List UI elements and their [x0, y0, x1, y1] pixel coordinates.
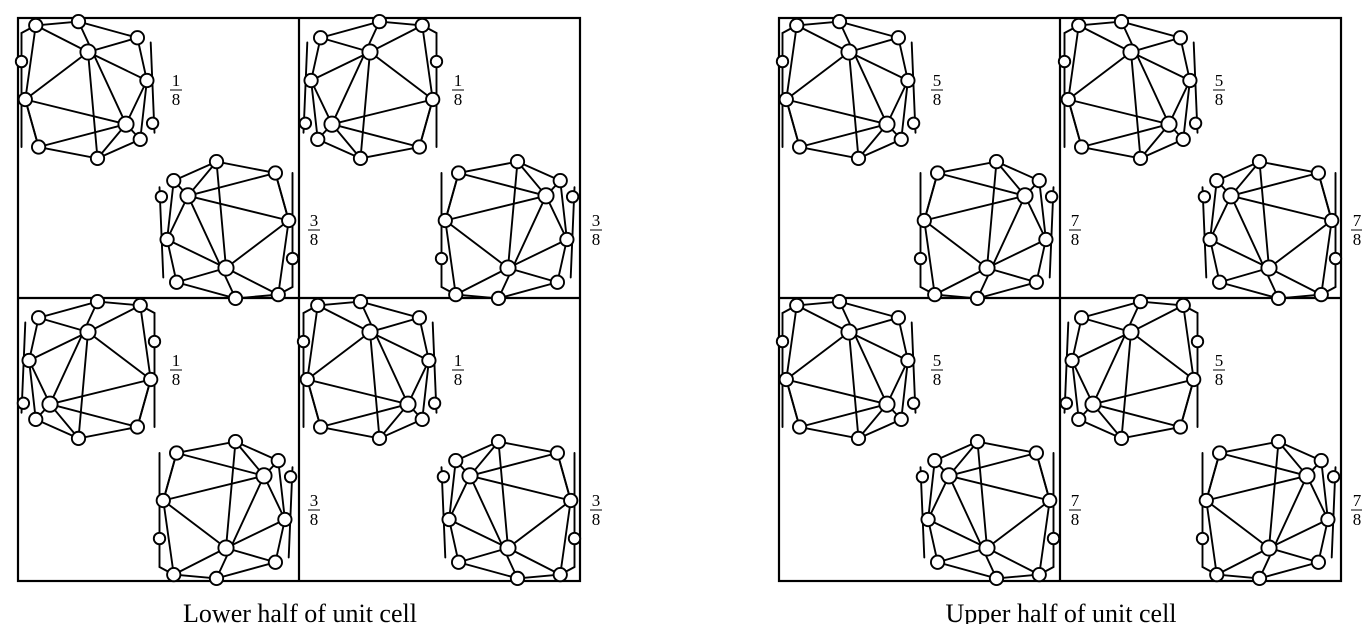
height-fraction-denominator: 8 — [1353, 230, 1362, 249]
molecule-glyph — [14, 13, 160, 167]
height-fraction-numerator: 3 — [592, 491, 601, 510]
molecule: 38 — [434, 153, 602, 307]
molecule-glyph — [434, 153, 580, 307]
molecule: 58 — [1057, 13, 1225, 167]
molecule: 18 — [296, 293, 464, 447]
molecule-glyph — [152, 433, 298, 586]
height-fraction-denominator: 8 — [1215, 90, 1224, 109]
molecule-glyph — [775, 293, 921, 447]
molecule: 58 — [1059, 293, 1225, 447]
height-fraction-numerator: 3 — [310, 211, 319, 230]
molecule-glyph — [915, 433, 1061, 586]
molecule-glyph — [1059, 293, 1205, 447]
height-fraction-denominator: 8 — [1071, 230, 1080, 249]
height-fraction-denominator: 8 — [1071, 510, 1080, 529]
panel-caption: Upper half of unit cell — [945, 599, 1176, 624]
height-fraction-denominator: 8 — [1215, 370, 1224, 389]
height-fraction-denominator: 8 — [933, 90, 942, 109]
height-fraction-numerator: 1 — [172, 71, 181, 90]
height-fraction-denominator: 8 — [592, 510, 601, 529]
height-fraction-numerator: 5 — [1215, 71, 1224, 90]
molecule: 18 — [14, 13, 182, 167]
height-fraction-numerator: 5 — [1215, 351, 1224, 370]
height-fraction-denominator: 8 — [310, 510, 319, 529]
height-fraction-denominator: 8 — [592, 230, 601, 249]
molecule-glyph — [154, 153, 300, 307]
height-fraction-numerator: 7 — [1353, 211, 1362, 230]
molecule-glyph — [775, 13, 921, 167]
molecule-glyph — [1057, 13, 1203, 167]
molecule: 38 — [436, 433, 602, 586]
molecule: 58 — [775, 293, 943, 447]
height-fraction-denominator: 8 — [933, 370, 942, 389]
height-fraction-denominator: 8 — [172, 90, 181, 109]
molecule: 78 — [915, 433, 1081, 586]
height-fraction-numerator: 7 — [1071, 211, 1080, 230]
height-fraction-numerator: 3 — [592, 211, 601, 230]
height-fraction-denominator: 8 — [454, 370, 463, 389]
height-fraction-denominator: 8 — [454, 90, 463, 109]
molecule-glyph — [296, 293, 442, 447]
molecule: 18 — [16, 293, 182, 447]
height-fraction-numerator: 7 — [1353, 491, 1362, 510]
molecule-glyph — [16, 293, 162, 447]
height-fraction-denominator: 8 — [1353, 510, 1362, 529]
molecule-glyph — [1195, 433, 1341, 586]
height-fraction-numerator: 3 — [310, 491, 319, 510]
molecule-glyph — [913, 153, 1059, 307]
height-fraction-numerator: 7 — [1071, 491, 1080, 510]
molecule: 78 — [1197, 153, 1362, 307]
molecule: 78 — [913, 153, 1081, 307]
height-fraction-denominator: 8 — [310, 230, 319, 249]
molecule: 78 — [1195, 433, 1362, 586]
molecule: 58 — [775, 13, 943, 167]
molecule-glyph — [1197, 153, 1343, 307]
height-fraction-denominator: 8 — [172, 370, 181, 389]
panel-caption: Lower half of unit cell — [183, 599, 417, 624]
height-fraction-numerator: 5 — [933, 71, 942, 90]
molecule: 38 — [152, 433, 320, 586]
height-fraction-numerator: 1 — [454, 351, 463, 370]
molecule: 38 — [154, 153, 320, 307]
height-fraction-numerator: 1 — [172, 351, 181, 370]
molecule-glyph — [436, 433, 582, 586]
height-fraction-numerator: 5 — [933, 351, 942, 370]
molecule-glyph — [298, 13, 444, 167]
height-fraction-numerator: 1 — [454, 71, 463, 90]
molecule: 18 — [298, 13, 464, 167]
